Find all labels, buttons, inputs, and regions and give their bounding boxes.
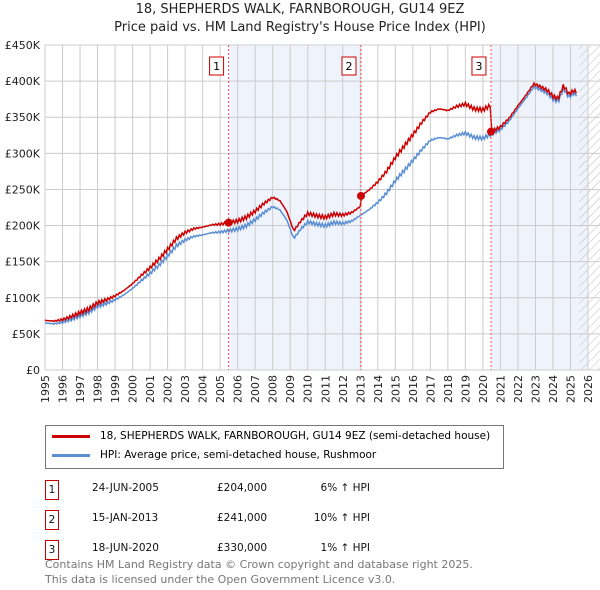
y-tick-label: £400K [5, 75, 41, 88]
sale-point [486, 127, 495, 136]
sale-number: 3 [45, 540, 59, 560]
property-line [44, 81, 578, 323]
sale-price: £330,000 [217, 542, 268, 554]
sale-marker-label: 3 [475, 60, 482, 73]
x-tick-label: 2006 [232, 375, 245, 403]
sale-marker-label: 1 [213, 60, 220, 73]
sale-date: 15-JAN-2013 [92, 512, 159, 524]
hpi-line [44, 84, 578, 326]
y-tick-label: £300K [5, 147, 41, 160]
x-tick-label: 2012 [337, 375, 350, 403]
sale-hpi: 10% ↑ HPI [313, 512, 370, 524]
chart-subtitle: Price paid vs. HM Land Registry's House … [114, 20, 486, 35]
x-tick-label: 2004 [197, 375, 210, 403]
x-tick-label: 2007 [249, 375, 262, 403]
sale-marker-box [209, 56, 225, 76]
x-tick-label: 2019 [459, 375, 472, 403]
x-tick-label: 2024 [547, 375, 560, 403]
y-tick-label: £250K [5, 183, 41, 196]
x-tick-label: 1999 [109, 375, 122, 403]
legend-blue-line [52, 453, 90, 457]
legend-red-line [52, 434, 90, 438]
sale-number: 1 [45, 480, 59, 500]
x-tick-label: 1997 [74, 375, 87, 403]
sale-date: 18-JUN-2020 [92, 542, 159, 554]
shade-1-2 [228, 45, 361, 370]
sale-hpi: 6% ↑ HPI [320, 482, 370, 494]
x-tick-label: 2011 [319, 375, 332, 403]
x-tick-label: 2020 [477, 375, 490, 403]
forecast-hatch [579, 45, 600, 370]
y-tick-label: £200K [5, 220, 41, 233]
x-tick-label: 2003 [179, 375, 192, 403]
x-tick-label: 2025 [564, 375, 577, 403]
chart-title: 18, SHEPHERDS WALK, FARNBOROUGH, GU14 9E… [135, 2, 465, 17]
y-tick-label: £450K [5, 39, 41, 52]
y-tick-label: £0 [26, 364, 40, 377]
legend-property: 18, SHEPHERDS WALK, FARNBOROUGH, GU14 9E… [100, 430, 491, 442]
sale-hpi: 1% ↑ HPI [320, 542, 370, 554]
x-tick-label: 2016 [407, 375, 420, 403]
sale-marker-box [341, 56, 357, 76]
sale-marker-box [471, 56, 487, 76]
x-tick-label: 2008 [267, 375, 280, 403]
x-tick-label: 2009 [284, 375, 297, 403]
x-tick-label: 2018 [442, 375, 455, 403]
y-tick-label: £350K [5, 111, 41, 124]
x-tick-label: 2021 [494, 375, 507, 403]
x-tick-label: 2023 [529, 375, 542, 403]
x-tick-label: 2014 [372, 375, 385, 403]
sale-point [224, 218, 233, 227]
sale-marker-label: 2 [345, 60, 352, 73]
shade-3-end [490, 45, 588, 370]
footer-line2: This data is licensed under the Open Gov… [45, 573, 396, 586]
y-tick-label: £50K [12, 328, 41, 341]
x-tick-label: 2001 [144, 375, 157, 403]
x-tick-label: 2013 [354, 375, 367, 403]
legend-hpi: HPI: Average price, semi-detached house,… [100, 449, 377, 461]
x-tick-label: 2002 [162, 375, 175, 403]
x-tick-label: 2005 [214, 375, 227, 403]
plot-area: 1995 1996 1997 1998 1999 2000 2001 2002 2003 2004… [5, 39, 600, 403]
x-tick-label: 2010 [302, 375, 315, 403]
y-tick-label: £100K [5, 292, 41, 305]
x-tick-label: 2022 [512, 375, 525, 403]
x-tick-label: 1998 [92, 375, 105, 403]
sale-point [356, 191, 365, 200]
sale-number: 2 [45, 510, 59, 530]
x-tick-label: 2015 [389, 375, 402, 403]
x-tick-label: 2017 [424, 375, 437, 403]
x-tick-label: 1995 [39, 375, 52, 403]
sale-price: £241,000 [217, 512, 268, 524]
sale-date: 24-JUN-2005 [92, 482, 159, 494]
y-tick-label: £150K [5, 256, 41, 269]
footer-line1: Contains HM Land Registry data © Crown c… [45, 558, 473, 571]
x-tick-label: 2000 [127, 375, 140, 403]
x-tick-label: 2026 [582, 375, 595, 403]
legend: 18, SHEPHERDS WALK, FARNBOROUGH, GU14 9E… [45, 425, 504, 469]
x-tick-label: 1996 [57, 375, 70, 403]
sale-price: £204,000 [217, 482, 268, 494]
